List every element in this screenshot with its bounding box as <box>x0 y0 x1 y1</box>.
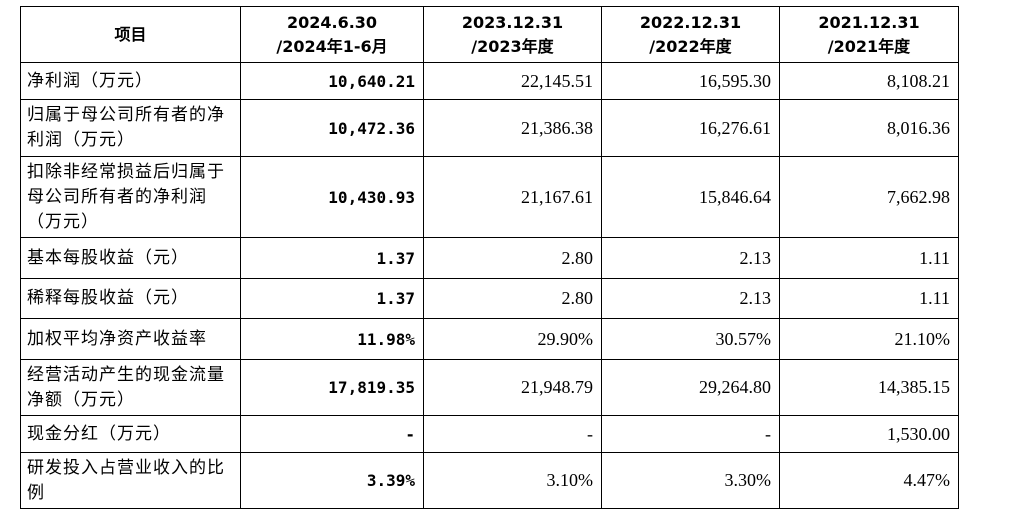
table-row: 稀释每股收益（元） 1.37 2.80 2.13 1.11 <box>20 278 959 319</box>
cell-2022: 15,846.64 <box>601 156 780 238</box>
cell-2023: - <box>423 415 602 453</box>
row-label: 稀释每股收益（元） <box>20 278 241 319</box>
cell-2023: 29.90% <box>423 318 602 360</box>
header-row: 项目 2024.6.30/2024年1-6月 2023.12.31/2023年度… <box>20 6 959 63</box>
cell-2021: 7,662.98 <box>779 156 959 238</box>
cell-2023: 2.80 <box>423 278 602 319</box>
cell-2023: 21,167.61 <box>423 156 602 238</box>
cell-2021: 1,530.00 <box>779 415 959 453</box>
cell-2024h1: 10,430.93 <box>240 156 424 238</box>
row-label: 归属于母公司所有者的净利润（万元） <box>20 99 241 157</box>
header-2022: 2022.12.31/2022年度 <box>601 6 780 63</box>
cell-2024h1: 1.37 <box>240 237 424 279</box>
row-label: 净利润（万元） <box>20 62 241 100</box>
cell-2022: 16,595.30 <box>601 62 780 100</box>
table-row: 基本每股收益（元） 1.37 2.80 2.13 1.11 <box>20 237 959 279</box>
table-row: 加权平均净资产收益率 11.98% 29.90% 30.57% 21.10% <box>20 318 959 360</box>
table-row: 现金分红（万元） - - - 1,530.00 <box>20 415 959 453</box>
cell-2024h1: 10,472.36 <box>240 99 424 157</box>
cell-2022: 16,276.61 <box>601 99 780 157</box>
table-row: 研发投入占营业收入的比例 3.39% 3.10% 3.30% 4.47% <box>20 452 959 509</box>
cell-2022: 29,264.80 <box>601 359 780 416</box>
cell-2024h1: 1.37 <box>240 278 424 319</box>
row-label: 研发投入占营业收入的比例 <box>20 452 241 509</box>
cell-2022: 3.30% <box>601 452 780 509</box>
cell-2021: 1.11 <box>779 237 959 279</box>
cell-2023: 22,145.51 <box>423 62 602 100</box>
cell-2023: 3.10% <box>423 452 602 509</box>
row-label: 加权平均净资产收益率 <box>20 318 241 360</box>
cell-2021: 1.11 <box>779 278 959 319</box>
header-2021: 2021.12.31/2021年度 <box>779 6 959 63</box>
table-row: 归属于母公司所有者的净利润（万元） 10,472.36 21,386.38 16… <box>20 99 959 157</box>
table-row: 经营活动产生的现金流量净额（万元） 17,819.35 21,948.79 29… <box>20 359 959 416</box>
cell-2022: 2.13 <box>601 237 780 279</box>
cell-2021: 14,385.15 <box>779 359 959 416</box>
row-label: 现金分红（万元） <box>20 415 241 453</box>
table-row: 扣除非经常损益后归属于母公司所有者的净利润（万元） 10,430.93 21,1… <box>20 156 959 238</box>
cell-2022: 30.57% <box>601 318 780 360</box>
row-label: 扣除非经常损益后归属于母公司所有者的净利润（万元） <box>20 156 241 238</box>
cell-2021: 4.47% <box>779 452 959 509</box>
cell-2024h1: 10,640.21 <box>240 62 424 100</box>
row-label: 基本每股收益（元） <box>20 237 241 279</box>
cell-2024h1: 3.39% <box>240 452 424 509</box>
cell-2023: 21,386.38 <box>423 99 602 157</box>
header-2023: 2023.12.31/2023年度 <box>423 6 602 63</box>
header-2024h1: 2024.6.30/2024年1-6月 <box>240 6 424 63</box>
row-label: 经营活动产生的现金流量净额（万元） <box>20 359 241 416</box>
financial-indicators-table: 项目 2024.6.30/2024年1-6月 2023.12.31/2023年度… <box>20 6 959 509</box>
cell-2021: 8,108.21 <box>779 62 959 100</box>
cell-2021: 8,016.36 <box>779 99 959 157</box>
cell-2024h1: - <box>240 415 424 453</box>
table-row: 净利润（万元） 10,640.21 22,145.51 16,595.30 8,… <box>20 62 959 100</box>
cell-2023: 2.80 <box>423 237 602 279</box>
cell-2024h1: 11.98% <box>240 318 424 360</box>
cell-2022: 2.13 <box>601 278 780 319</box>
cell-2021: 21.10% <box>779 318 959 360</box>
header-item: 项目 <box>20 6 241 63</box>
cell-2024h1: 17,819.35 <box>240 359 424 416</box>
financial-table-container: 项目 2024.6.30/2024年1-6月 2023.12.31/2023年度… <box>20 6 959 509</box>
cell-2023: 21,948.79 <box>423 359 602 416</box>
cell-2022: - <box>601 415 780 453</box>
